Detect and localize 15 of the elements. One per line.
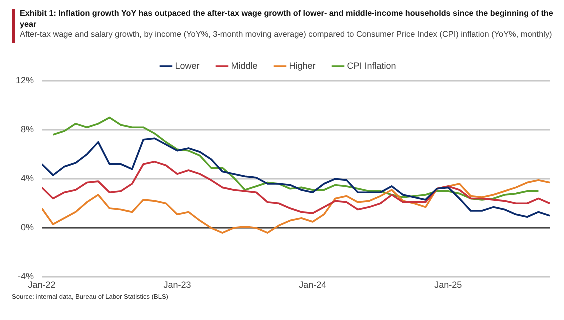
x-tick-label: Jan-23 [164, 280, 192, 290]
legend-label: Middle [231, 60, 258, 71]
legend-label: Higher [289, 60, 316, 71]
legend-label: CPI Inflation [347, 60, 396, 71]
chart-title: Exhibit 1: Inflation growth YoY has outpaced the after-tax wage growth of lower- and middle-income households since the beginning of the year [20, 8, 554, 30]
y-tick-label: -4% [18, 272, 34, 282]
y-tick-label: 8% [21, 124, 34, 135]
y-tick-label: 0% [21, 222, 34, 233]
chart-subtitle: After-tax wage and salary growth, by income (YoY%, 3-month moving average) compared to Consumer Price Index (CPI) inflation (YoY%, monthly) [20, 30, 554, 40]
y-tick-label: 12% [16, 75, 34, 86]
legend-label: Lower [175, 60, 200, 71]
x-tick-label: Jan-22 [28, 280, 56, 290]
x-tick-label: Jan-24 [299, 280, 327, 290]
x-tick-label: Jan-25 [434, 280, 462, 290]
y-tick-label: 4% [21, 174, 34, 184]
